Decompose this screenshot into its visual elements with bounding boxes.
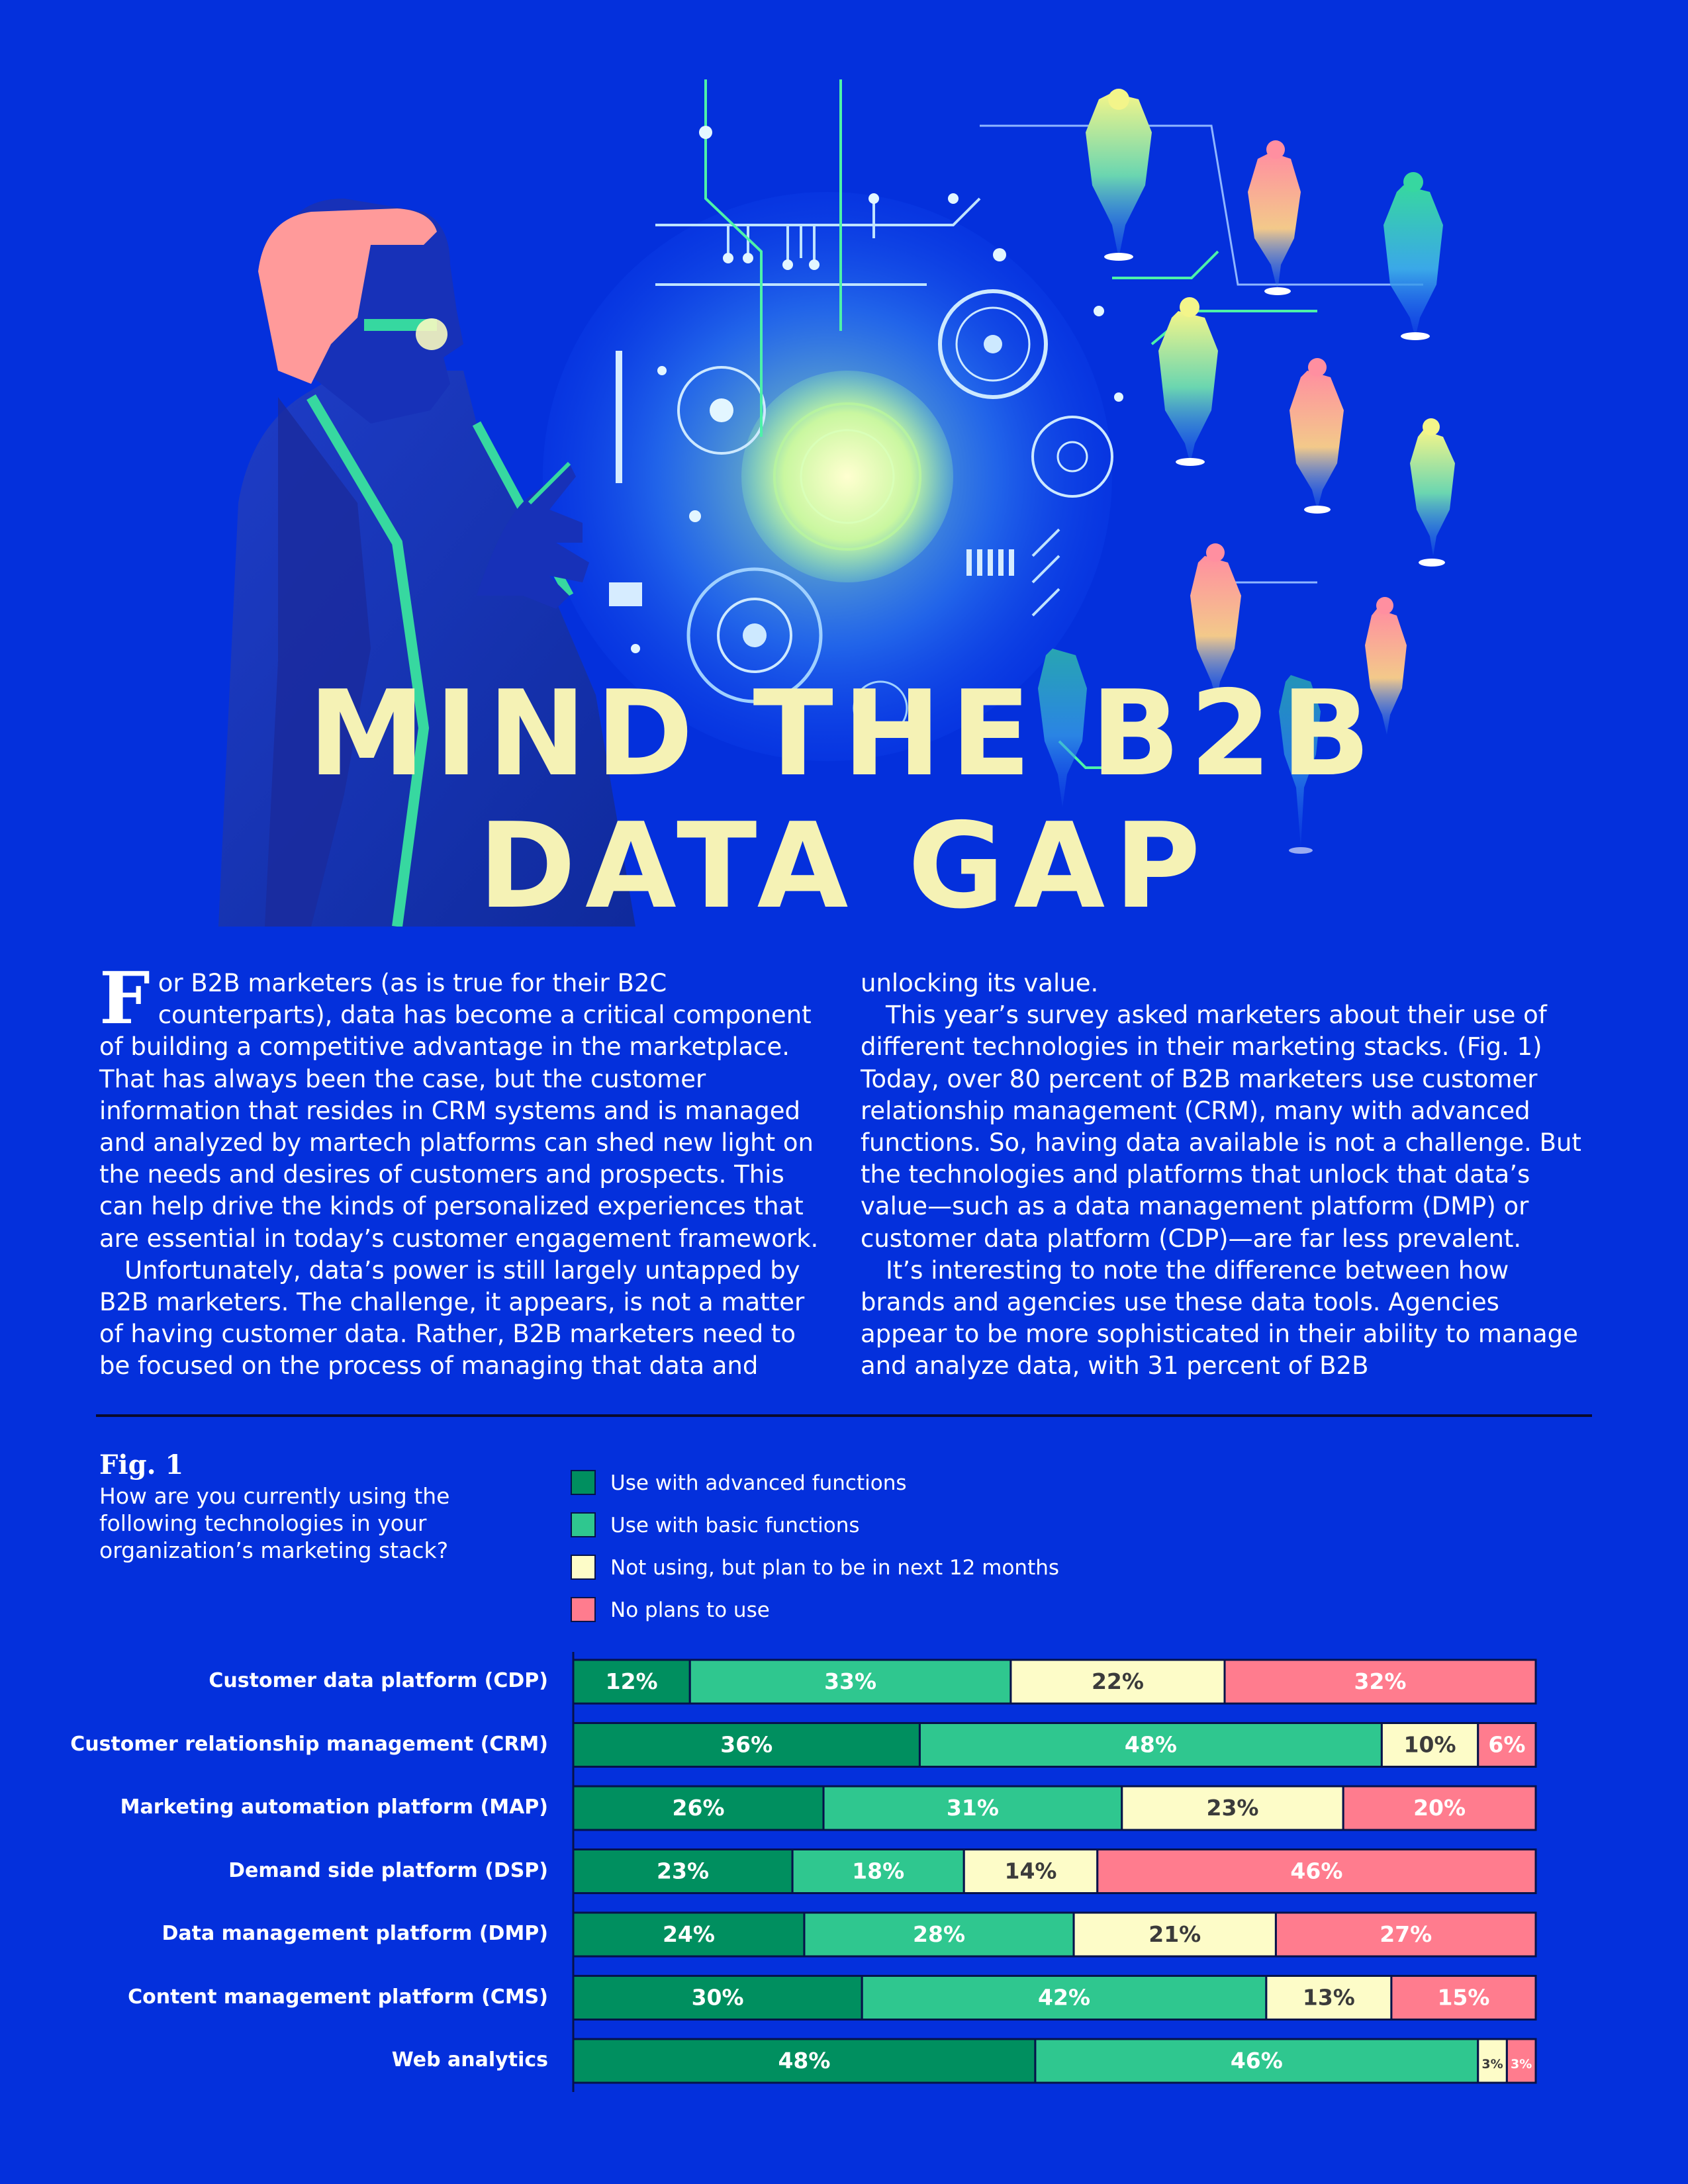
data-label: 36%	[720, 1732, 773, 1758]
data-label: 42%	[1038, 1985, 1090, 2011]
data-label: 46%	[1290, 1858, 1342, 1884]
bar-segment	[1380, 1722, 1479, 1768]
category-label: Data management platform (DMP)	[162, 1922, 548, 1945]
data-label: 3%	[1511, 2057, 1532, 2071]
bar-segment	[572, 1722, 921, 1768]
legend-label: Not using, but plan to be in next 12 mon…	[610, 1556, 1060, 1580]
data-label: 10%	[1404, 1732, 1456, 1758]
category-label: Customer relationship management (CRM)	[70, 1732, 548, 1756]
bar-segment	[572, 1911, 806, 1958]
legend-swatch	[571, 1512, 596, 1537]
bar-segment	[1034, 2038, 1479, 2084]
data-label: 28%	[913, 1921, 965, 1947]
category-label: Customer data platform (CDP)	[209, 1669, 548, 1692]
bar-segment	[1390, 1975, 1537, 2021]
data-label: 30%	[692, 1985, 744, 2011]
data-label: 27%	[1380, 1921, 1432, 1947]
bar-segment	[1121, 1785, 1344, 1831]
article-paragraph: This year’s survey asked marketers about…	[861, 1001, 1581, 1253]
data-label: 18%	[852, 1858, 904, 1884]
bar-segment	[822, 1785, 1123, 1831]
section-divider	[96, 1414, 1592, 1417]
data-label: 48%	[1125, 1732, 1177, 1758]
data-label: 20%	[1413, 1795, 1466, 1821]
bar-segment	[1342, 1785, 1537, 1831]
data-label: 48%	[778, 2048, 830, 2073]
legend-label: No plans to use	[610, 1598, 770, 1622]
article-text: or B2B marketers (as is true for their B…	[99, 969, 819, 1253]
data-label: 31%	[947, 1795, 999, 1821]
page-title-line-1: MIND THE B2B	[308, 665, 1380, 802]
data-label: 23%	[657, 1858, 709, 1884]
bar-segment	[1477, 1722, 1537, 1768]
data-label: 14%	[1005, 1858, 1057, 1884]
bar-segment	[791, 1848, 965, 1894]
data-label: 33%	[824, 1668, 876, 1694]
legend-swatch	[571, 1555, 596, 1580]
category-label: Content management platform (CMS)	[128, 1985, 548, 2009]
figure-label: Fig. 1	[99, 1449, 184, 1480]
bar-segment	[1265, 1975, 1393, 2021]
data-label: 21%	[1149, 1921, 1201, 1947]
data-label: 6%	[1488, 1732, 1525, 1758]
article-paragraph: unlocking its value.	[861, 969, 1099, 997]
article-paragraph: Unfortunately, data’s power is still lar…	[99, 1255, 805, 1381]
article-column-right: unlocking its value. This year’s survey …	[861, 968, 1582, 1383]
bar-segment	[572, 1659, 691, 1705]
legend-swatch	[571, 1470, 596, 1495]
article-paragraph: It’s interesting to note the difference …	[861, 1255, 1578, 1381]
bar-segment	[861, 1975, 1268, 2021]
data-label: 22%	[1092, 1668, 1144, 1694]
bar-segment	[688, 1659, 1012, 1705]
data-label: 3%	[1481, 2057, 1503, 2071]
bar-segment	[1274, 1911, 1537, 1958]
bar-segment	[1072, 1911, 1277, 1958]
bar-segment	[803, 1911, 1075, 1958]
data-label: 32%	[1354, 1668, 1407, 1694]
category-label: Web analytics	[391, 2048, 548, 2071]
figure-question: How are you currently using the followin…	[99, 1483, 450, 1563]
data-label: 12%	[606, 1668, 658, 1694]
data-label: 23%	[1206, 1795, 1258, 1821]
bar-segment	[572, 1848, 794, 1894]
legend-label: Use with advanced functions	[610, 1471, 907, 1495]
bar-segment	[572, 1785, 825, 1831]
category-label: Demand side platform (DSP)	[228, 1858, 548, 1882]
data-label: 13%	[1303, 1985, 1355, 2011]
category-label: Marketing automation platform (MAP)	[120, 1796, 548, 1819]
bar-segment	[1477, 2038, 1508, 2084]
data-label: 15%	[1437, 1985, 1489, 2011]
people-figures	[1038, 89, 1455, 854]
hero-artwork	[218, 79, 1455, 927]
bar-segment	[1009, 1659, 1226, 1705]
hero-illustration: MIND THE B2B DATA GAP	[0, 0, 1688, 927]
data-label: 46%	[1231, 2048, 1283, 2073]
bar-segment	[572, 2038, 1037, 2084]
page-title-line-2: DATA GAP	[478, 797, 1210, 934]
data-label: 24%	[663, 1921, 715, 1947]
bar-segment	[1223, 1659, 1537, 1705]
data-label: 26%	[673, 1795, 725, 1821]
legend-swatch	[571, 1597, 596, 1622]
legend-label: Use with basic functions	[610, 1514, 860, 1537]
bar-segment	[572, 1975, 863, 2021]
bar-segment	[1505, 2038, 1537, 2084]
bar-segment	[962, 1848, 1099, 1894]
bar-segment	[918, 1722, 1383, 1768]
drop-cap: F	[99, 957, 150, 1040]
bar-segment	[1096, 1848, 1537, 1894]
